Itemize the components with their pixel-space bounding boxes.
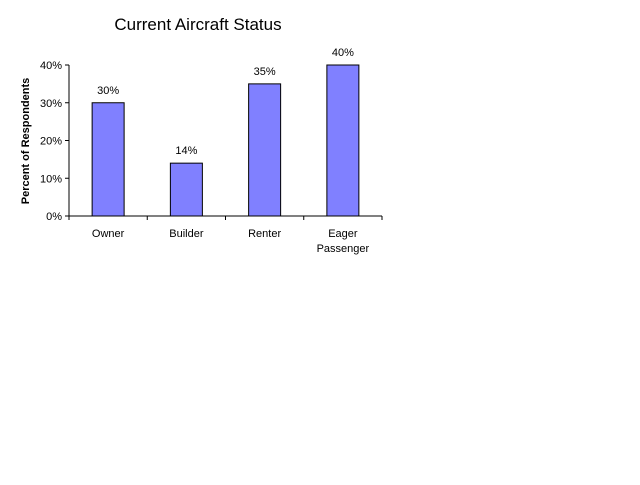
y-axis-title: Percent of Respondents (20, 78, 32, 205)
chart-title: Current Aircraft Status (114, 15, 281, 34)
bar (169, 162, 203, 217)
bar (248, 83, 282, 217)
x-tick-label: Builder (169, 228, 204, 240)
bar (91, 102, 125, 217)
y-tick-label: 20% (40, 136, 62, 148)
data-label: 14% (175, 145, 197, 157)
y-tick-label: 10% (40, 173, 62, 185)
plot-area: 0% 10% 20% 30% 40% 30% Owner 14% Builder 35% Rente… (40, 47, 383, 255)
data-label: 40% (332, 47, 354, 59)
x-tick-label: Passenger (317, 243, 370, 255)
data-label: 30% (97, 85, 119, 97)
y-tick-label: 40% (40, 60, 62, 72)
x-tick-label: Eager (328, 228, 358, 240)
y-tick-label: 0% (46, 211, 62, 223)
x-tick-label: Owner (92, 228, 125, 240)
data-label: 35% (254, 66, 276, 78)
x-tick-label: Renter (248, 228, 281, 240)
y-tick-label: 30% (40, 98, 62, 110)
bar (326, 64, 360, 217)
